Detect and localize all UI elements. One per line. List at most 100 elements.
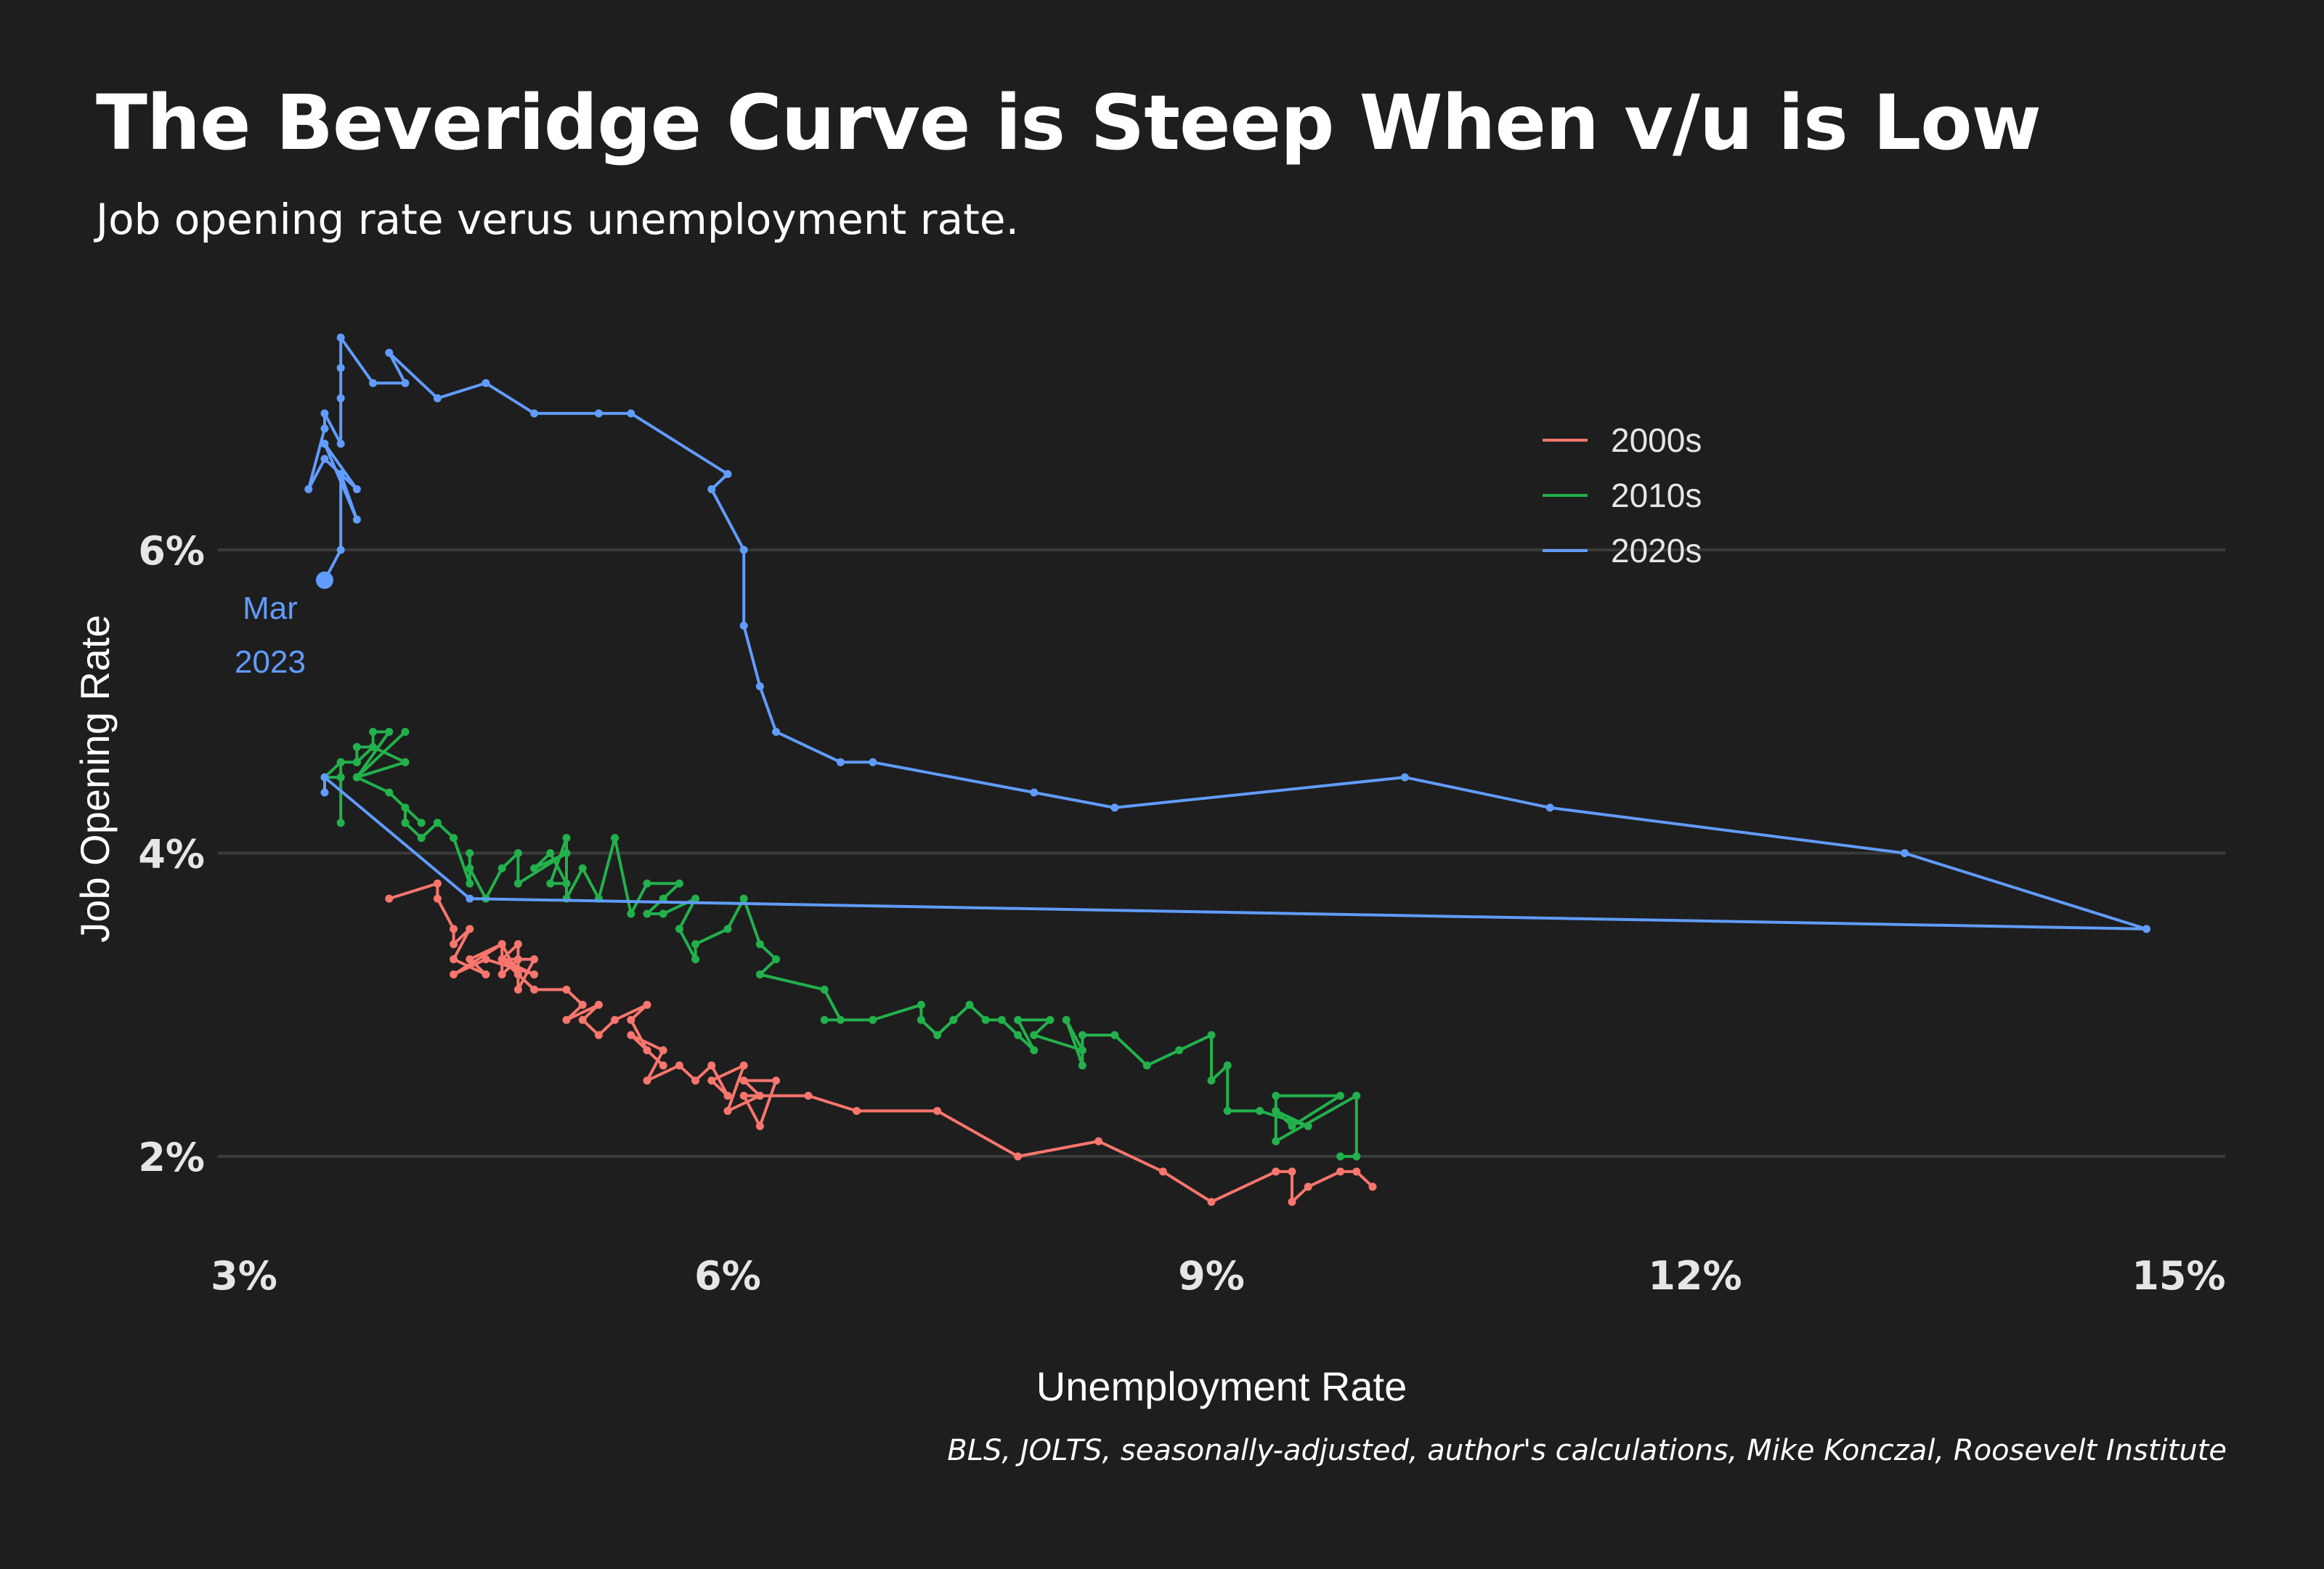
annotation-text: Mar: [243, 591, 298, 626]
data-point: [643, 1000, 651, 1009]
data-point: [1304, 1183, 1312, 1191]
data-point: [336, 773, 345, 782]
data-point: [611, 834, 619, 843]
data-point: [385, 728, 394, 736]
data-point: [1272, 1137, 1280, 1146]
data-point: [369, 728, 378, 736]
data-point: [513, 849, 522, 857]
data-point: [401, 803, 410, 812]
data-point: [627, 409, 635, 418]
data-point: [691, 894, 700, 903]
data-point: [772, 955, 781, 964]
data-point: [707, 1077, 716, 1085]
data-point: [1014, 1015, 1023, 1024]
data-point: [707, 485, 716, 493]
data-point: [739, 1092, 748, 1100]
data-point: [1223, 1061, 1232, 1070]
series-2020s: [304, 333, 2151, 933]
data-point: [304, 485, 313, 493]
data-point: [594, 1000, 603, 1009]
data-point: [755, 682, 764, 691]
annotation-text: 2023: [235, 644, 306, 680]
data-point: [723, 1092, 732, 1100]
data-point: [336, 546, 345, 554]
data-point: [2142, 925, 2151, 933]
data-point: [707, 1061, 716, 1070]
data-point: [546, 879, 555, 888]
data-point: [530, 970, 539, 978]
data-point: [1142, 1061, 1151, 1070]
data-point: [336, 470, 345, 479]
series-2000s: [385, 879, 1377, 1207]
data-point: [433, 819, 442, 827]
data-point: [513, 955, 522, 964]
data-point: [933, 1031, 942, 1039]
x-tick-label: 6%: [694, 1253, 761, 1299]
data-point: [530, 985, 539, 994]
y-tick-label: 6%: [138, 528, 205, 574]
x-tick-label: 15%: [2132, 1253, 2225, 1299]
data-point: [594, 1031, 603, 1039]
data-point: [1030, 1031, 1039, 1039]
series-2010s: [320, 728, 1361, 1161]
data-point: [530, 955, 539, 964]
data-point: [497, 940, 506, 949]
data-point: [1207, 1198, 1216, 1207]
data-point: [1014, 1031, 1023, 1039]
data-point: [450, 955, 458, 964]
data-point: [450, 834, 458, 843]
data-point: [466, 849, 474, 857]
data-point: [1030, 1046, 1039, 1055]
data-point: [578, 864, 587, 872]
data-point: [675, 1061, 683, 1070]
source-caption: BLS, JOLTS, seasonally-adjusted, author'…: [947, 1434, 2227, 1467]
data-point: [1272, 1167, 1280, 1176]
legend-label-2000s: 2000s: [1611, 421, 1702, 459]
data-point: [1288, 1167, 1296, 1176]
data-point: [853, 1106, 861, 1115]
data-point: [450, 970, 458, 978]
data-point: [336, 758, 345, 766]
data-point: [497, 970, 506, 978]
data-point: [1030, 788, 1039, 797]
data-point: [627, 909, 635, 918]
data-point: [320, 455, 329, 463]
data-point: [578, 1000, 587, 1009]
data-point: [1400, 773, 1409, 782]
data-point: [320, 788, 329, 797]
data-point: [417, 819, 426, 827]
data-point: [1336, 1167, 1345, 1176]
data-point: [1272, 1106, 1280, 1115]
data-point: [723, 1106, 732, 1115]
data-point: [482, 955, 490, 964]
data-point: [352, 515, 361, 524]
data-point: [336, 333, 345, 342]
data-point: [755, 940, 764, 949]
data-point: [643, 1046, 651, 1055]
data-point: [1352, 1092, 1361, 1100]
data-point: [739, 894, 748, 903]
data-point: [466, 864, 474, 872]
data-point: [1110, 1031, 1119, 1039]
data-point: [352, 485, 361, 493]
data-point: [1901, 849, 1909, 857]
x-tick-label: 12%: [1648, 1253, 1742, 1299]
data-point: [1368, 1183, 1377, 1191]
data-point: [755, 1092, 764, 1100]
x-tick-label: 9%: [1178, 1253, 1245, 1299]
data-point: [336, 439, 345, 448]
data-point: [385, 788, 394, 797]
data-point: [336, 364, 345, 372]
data-point: [739, 546, 748, 554]
data-point: [1352, 1152, 1361, 1161]
data-point: [320, 439, 329, 448]
data-point: [513, 940, 522, 949]
data-point: [869, 758, 877, 766]
data-point: [385, 349, 394, 357]
data-point: [659, 894, 667, 903]
data-point: [530, 864, 539, 872]
data-point: [1158, 1167, 1167, 1176]
data-point: [320, 773, 329, 782]
data-point: [401, 819, 410, 827]
